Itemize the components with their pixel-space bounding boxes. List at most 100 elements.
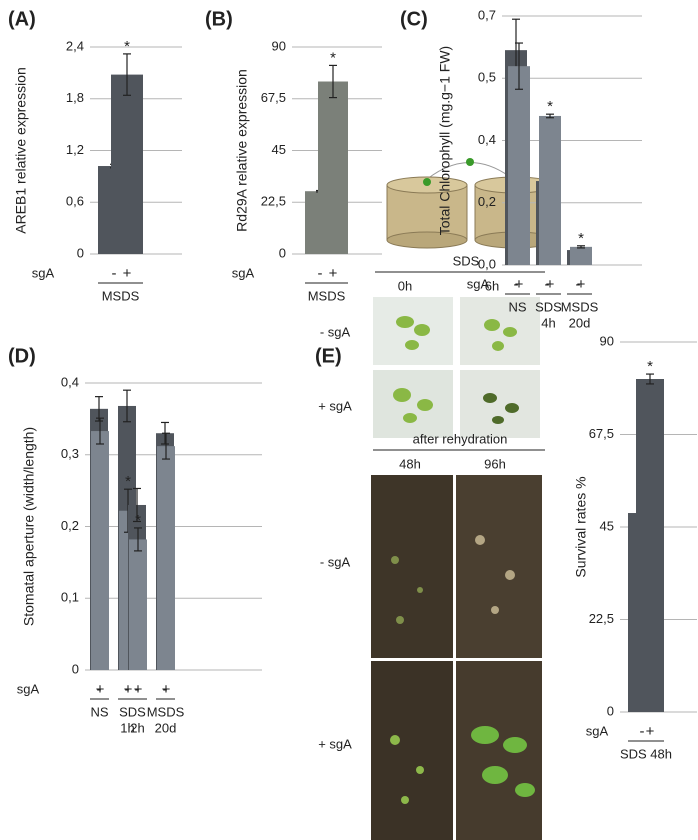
x-tick-label: - (318, 265, 323, 282)
x-tick-label: - (514, 276, 519, 293)
y-tick-label: 0,5 (478, 70, 496, 85)
x-tick-label: - (112, 265, 117, 282)
x-tick-label: - (135, 681, 140, 698)
bar (157, 446, 175, 670)
y-tick-label: 0,4 (61, 374, 79, 389)
y-axis-label: Rd29A relative expression (234, 69, 250, 232)
group-sublabel: 2h (130, 720, 144, 735)
x-tick-label: - (125, 681, 130, 698)
x-tick-label: + (162, 681, 171, 698)
y-tick-label: 0,6 (66, 194, 84, 209)
x-tick-label: + (124, 681, 133, 698)
x-tick-label: + (515, 276, 524, 293)
y-tick-label: 0 (279, 245, 286, 260)
photo-label: + sgA (318, 398, 352, 413)
x-tick-label: - (97, 681, 102, 698)
x-tick-label: + (134, 681, 143, 698)
y-tick-label: 67,5 (261, 90, 286, 105)
x-tick-label: + (546, 276, 555, 293)
y-tick-label: 22,5 (261, 194, 286, 209)
bar (570, 246, 592, 265)
group-label: 20d (155, 720, 177, 735)
significance: * (330, 49, 336, 66)
y-tick-label: 22,5 (589, 611, 614, 626)
bar (636, 379, 664, 712)
bar (318, 81, 348, 254)
y-axis-label: Survival rates % (573, 476, 589, 577)
y-tick-label: 45 (272, 142, 286, 157)
group-label: MSDS (102, 288, 140, 303)
y-axis-label: Stomatal aperture (width/length) (21, 427, 37, 626)
x-tick-label: + (646, 723, 655, 740)
photo-label: SDS (453, 253, 480, 268)
x-tick-label: - (545, 276, 550, 293)
group-label: SDS (119, 704, 146, 719)
y-tick-label: 0,0 (478, 256, 496, 271)
x-axis-label: sgA (232, 265, 255, 280)
y-tick-label: 0,2 (61, 518, 79, 533)
photo-label: 48h (399, 456, 421, 471)
significance: * (124, 38, 130, 55)
x-axis-label: sgA (586, 723, 609, 738)
photo-label: after rehydration (413, 431, 508, 446)
y-tick-label: 1,8 (66, 90, 84, 105)
group-label: MSDS (308, 288, 346, 303)
y-tick-label: 90 (600, 333, 614, 348)
bar (111, 74, 143, 254)
significance: * (547, 98, 553, 115)
x-tick-label: - (640, 723, 645, 740)
significance: * (135, 512, 141, 529)
x-tick-label: - (163, 681, 168, 698)
y-tick-label: 0 (72, 661, 79, 676)
x-tick-label: + (329, 265, 338, 282)
group-label: SDS 48h (620, 746, 672, 761)
y-tick-label: 45 (600, 518, 614, 533)
photo-label: 0h (398, 278, 412, 293)
y-tick-label: 0,2 (478, 194, 496, 209)
significance: * (647, 358, 653, 375)
y-tick-label: 1,2 (66, 142, 84, 157)
bar (129, 539, 147, 670)
bar (508, 66, 530, 265)
y-tick-label: 0,3 (61, 446, 79, 461)
y-tick-label: 0,4 (478, 132, 496, 147)
group-label: MSDS (561, 299, 599, 314)
y-axis-label: AREB1 relative expression (13, 67, 29, 234)
significance: * (125, 473, 131, 490)
significance: * (578, 230, 584, 247)
bar (91, 431, 109, 670)
y-axis-label: Total Chlorophyll (mg.g−1 FW) (437, 46, 453, 235)
bar (539, 115, 561, 265)
y-tick-label: 67,5 (589, 426, 614, 441)
panel-label: (A) (8, 8, 36, 30)
x-axis-label: sgA (467, 276, 490, 291)
x-tick-label: + (96, 681, 105, 698)
photo-label: + sgA (318, 736, 352, 751)
x-axis-label: sgA (32, 265, 55, 280)
x-tick-label: - (576, 276, 581, 293)
panel-label: (B) (205, 8, 233, 30)
panel-label: (D) (8, 345, 36, 367)
photo-label: - sgA (320, 554, 351, 569)
y-tick-label: 0 (607, 703, 614, 718)
panel-label: (C) (400, 8, 428, 30)
photo-label: 6h (485, 278, 499, 293)
group-label: SDS (535, 299, 562, 314)
group-label: 4h (541, 315, 555, 330)
photo-label: 96h (484, 456, 506, 471)
x-tick-label: + (123, 265, 132, 282)
seedling-photos (373, 297, 540, 438)
y-tick-label: 0,7 (478, 7, 496, 22)
y-tick-label: 0,1 (61, 590, 79, 605)
group-label: 20d (569, 315, 591, 330)
y-tick-label: 2,4 (66, 38, 84, 53)
group-label: NS (508, 299, 526, 314)
group-sublabel: 1h (120, 720, 134, 735)
y-tick-label: 0 (77, 245, 84, 260)
panel-label: (E) (315, 345, 342, 367)
x-axis-label: sgA (17, 681, 40, 696)
soil-photos (371, 475, 542, 840)
photo-label: - sgA (320, 324, 351, 339)
group-label: MSDS (147, 704, 185, 719)
